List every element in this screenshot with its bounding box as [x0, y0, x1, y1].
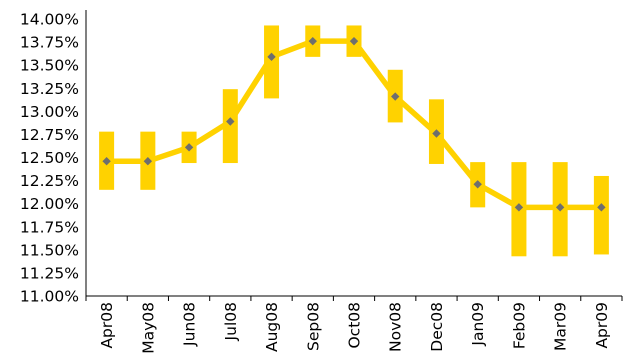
y-tick-label: 13.75%	[20, 34, 79, 52]
x-tick-label: May08	[139, 302, 157, 354]
y-tick-label: 12.00%	[20, 195, 79, 213]
series-line	[103, 38, 605, 211]
data-points	[102, 36, 606, 212]
x-tick-label: Jul08	[222, 302, 240, 341]
y-tick-label: 11.25%	[20, 264, 79, 282]
data-point	[143, 156, 153, 166]
data-point	[555, 203, 565, 212]
data-point	[308, 36, 317, 46]
y-tick-label: 13.25%	[20, 80, 79, 98]
x-tick-label: Jun08	[181, 302, 199, 347]
data-point	[514, 203, 524, 212]
x-tick-label: Jan09	[469, 302, 487, 347]
x-tick-label: Feb09	[510, 302, 528, 349]
data-point	[226, 117, 235, 126]
x-tick-label: Aug08	[263, 302, 281, 352]
data-point	[391, 92, 400, 101]
y-tick-label: 11.75%	[20, 218, 79, 236]
x-tick-label: Apr08	[98, 302, 116, 349]
data-point	[473, 180, 482, 189]
data-point	[597, 203, 606, 212]
data-point	[267, 52, 276, 62]
x-axis-ticks: Apr08 May08 Jun08 Jul08 Aug08 Sep08 Oct08 Nov08…	[85, 296, 623, 354]
data-point	[349, 36, 359, 46]
y-tick-label: 12.75%	[20, 126, 79, 144]
x-tick-label: Apr09	[593, 302, 611, 349]
y-tick-label: 13.00%	[20, 103, 79, 121]
x-tick-label: Dec08	[428, 302, 446, 352]
y-tick-label: 11.00%	[20, 288, 79, 306]
y-tick-label: 11.50%	[20, 241, 79, 259]
x-tick-label: Sep08	[304, 302, 322, 351]
series-lines	[103, 38, 605, 211]
data-point	[102, 156, 111, 166]
y-tick-label: 14.00%	[20, 11, 79, 29]
x-tick-label: Nov08	[387, 302, 405, 352]
range-bar	[222, 89, 238, 164]
range-bars	[99, 25, 609, 257]
x-tick-label: Oct08	[346, 302, 364, 349]
data-point	[184, 143, 194, 152]
y-tick-label: 12.50%	[20, 149, 79, 167]
y-tick-label: 12.25%	[20, 172, 79, 190]
y-axis-ticks: 11.00% 11.25% 11.50% 11.75% 12.00% 12.25% 12.5…	[20, 11, 79, 306]
chart-axes	[85, 10, 622, 297]
data-point	[432, 129, 441, 138]
range-bar	[593, 175, 609, 255]
y-tick-label: 13.50%	[20, 57, 79, 75]
x-tick-label: Mar09	[552, 302, 570, 351]
